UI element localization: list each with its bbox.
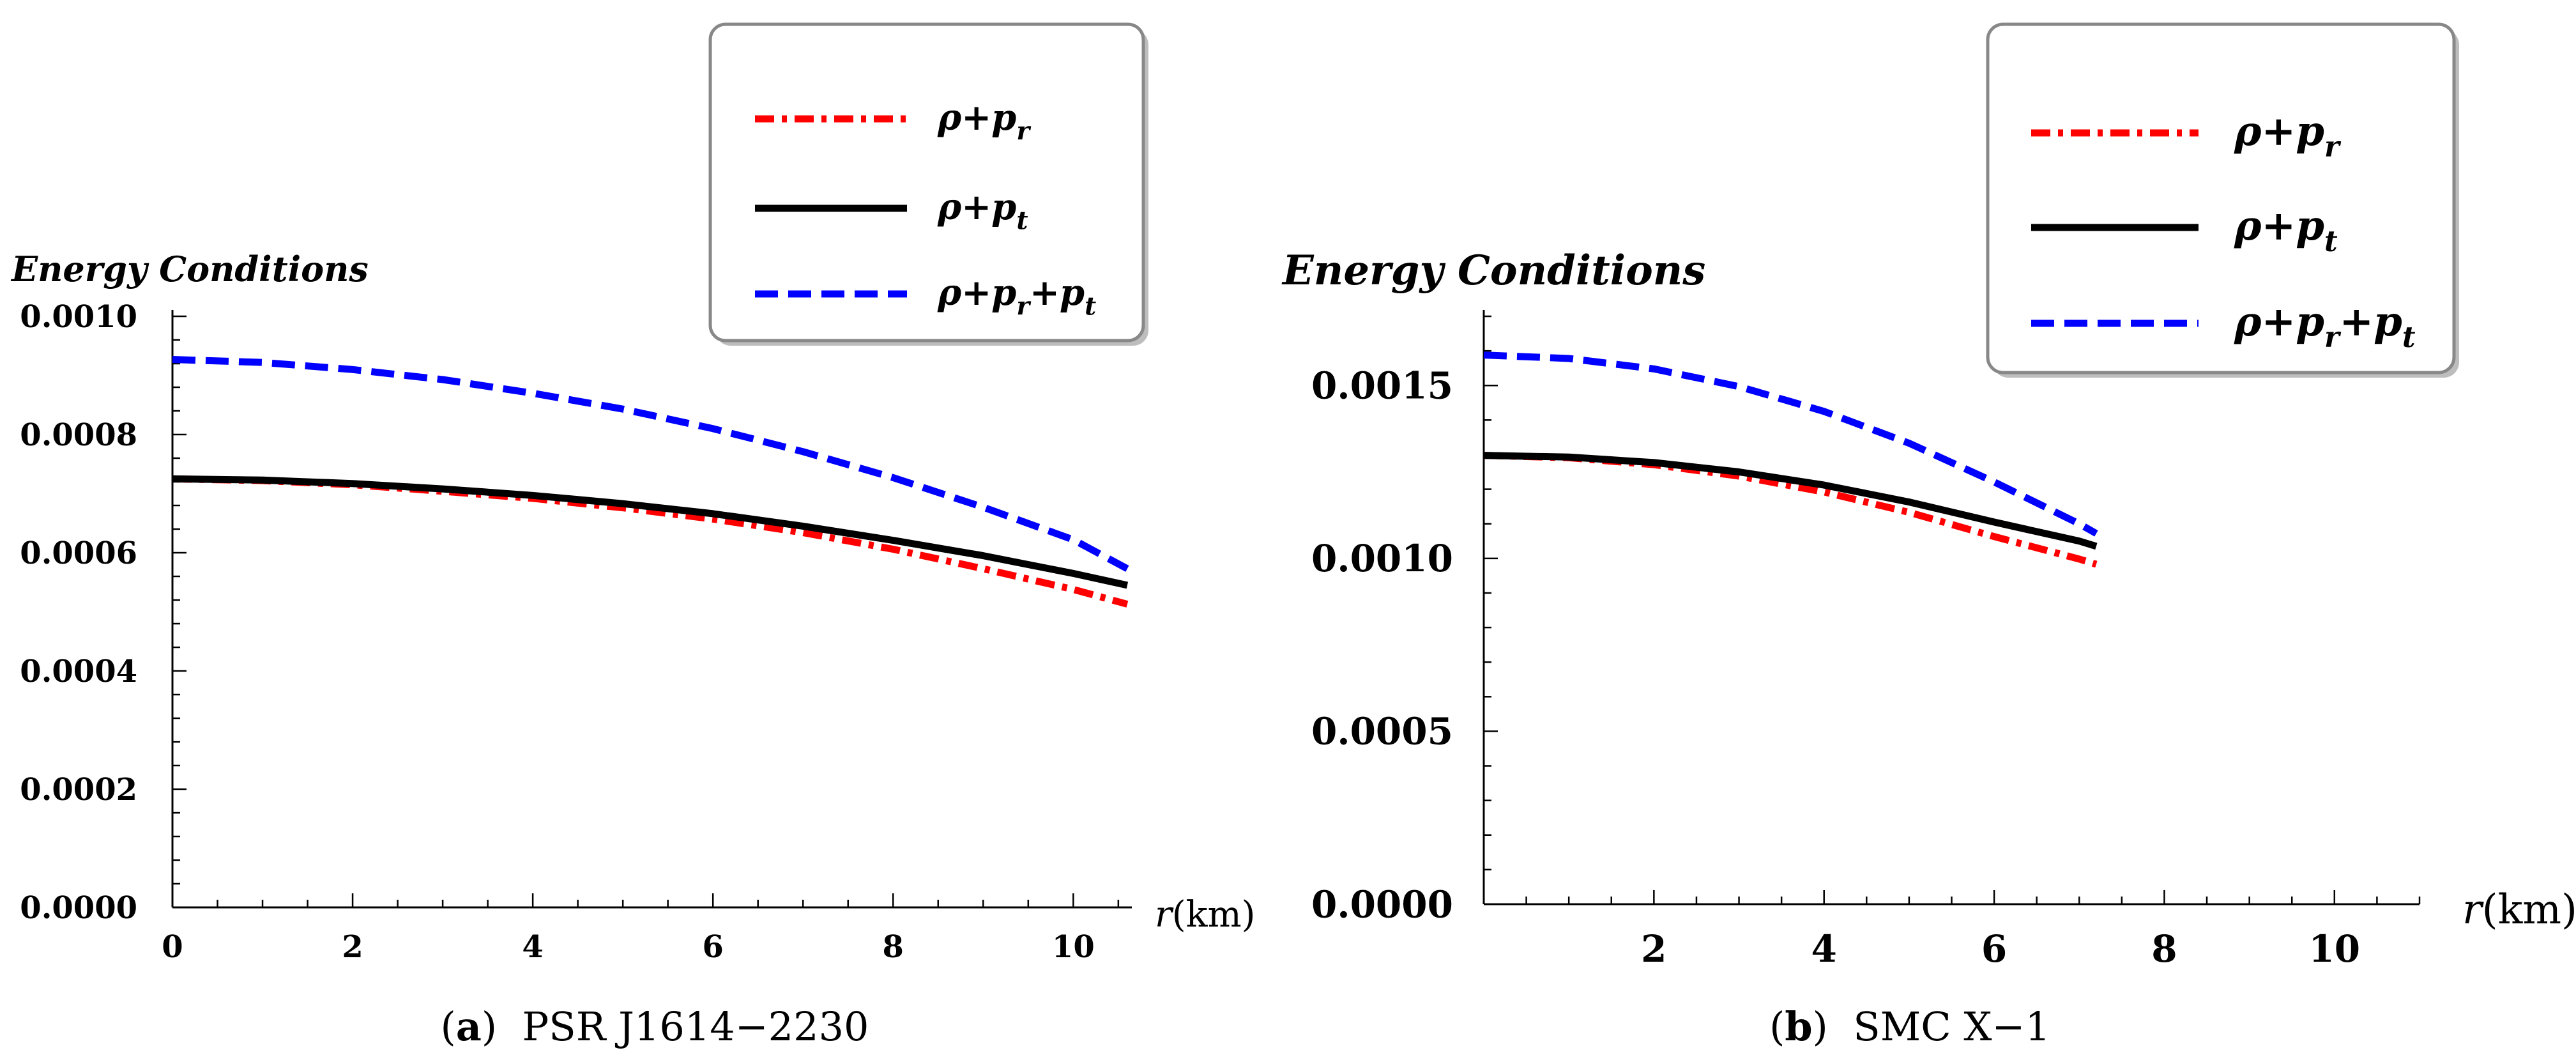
legend-label-sub: r: [2324, 320, 2342, 354]
legend-label-sub: t: [1016, 206, 1028, 235]
legend-label-base: ρ+p: [2234, 202, 2324, 250]
x-axis-title: r(km): [2462, 886, 2576, 934]
legend-label-sub2: t: [1085, 291, 1096, 321]
legend-label-base: ρ+p: [2234, 298, 2324, 346]
x-tick-label: 2: [342, 929, 363, 965]
legend-label-mid: +p: [2340, 298, 2402, 346]
legend-label: ρ+pt: [937, 186, 1028, 236]
y-tick-label: 0.0004: [20, 654, 137, 689]
x-tick-label: 6: [702, 929, 723, 965]
x-tick-label: 10: [1052, 929, 1095, 965]
y-tick-label: 0.0008: [20, 417, 137, 453]
x-axis-title-unit: (km): [2482, 886, 2576, 934]
legend-label-sub: r: [2324, 130, 2342, 164]
y-tick-label: 0.0010: [20, 299, 137, 335]
caption-label: SMC X−1: [1853, 1003, 2050, 1050]
legend-label-base: ρ+p: [937, 186, 1016, 228]
y-tick-label: 0.0000: [1311, 882, 1453, 926]
legend-label-sub2: t: [2402, 320, 2416, 354]
x-axis-title-var: r: [1155, 894, 1174, 936]
y-axis-title: Energy Conditions: [10, 249, 369, 289]
x-tick-label: 4: [522, 929, 543, 965]
legend-box: [708, 22, 1145, 343]
y-tick-label: 0.0000: [20, 890, 137, 926]
legend-label: ρ+pr: [2234, 107, 2342, 164]
x-axis-title: r(km): [1155, 894, 1256, 936]
legend-label-sub: t: [2324, 224, 2338, 258]
series-line-rho-plus-pt: [1483, 452, 2098, 550]
y-tick-label: 0.0005: [1311, 710, 1453, 753]
legend-label-sub: r: [1016, 116, 1032, 146]
y-tick-label: 0.0015: [1311, 364, 1453, 408]
x-tick-label: 2: [1641, 927, 1666, 971]
x-tick-label: 10: [2308, 927, 2360, 971]
series-line-rho-plus-pt: [172, 475, 1129, 589]
legend-label: ρ+pr+pt: [937, 272, 1096, 321]
x-tick-label: 0: [162, 929, 183, 965]
legend-box: [1986, 22, 2456, 374]
caption-paren-close: ): [1813, 1003, 1854, 1050]
series-line-rho-plus-pr-plus-pt: [1483, 351, 2098, 537]
legend-label-base: ρ+p: [937, 272, 1016, 314]
legend-label: ρ+pr: [937, 96, 1032, 146]
y-tick-label: 0.0010: [1311, 537, 1453, 580]
panel-caption: (b) SMC X−1: [1769, 1003, 2050, 1050]
legend-label-mid: +p: [1030, 272, 1085, 314]
series-line-rho-plus-pr-plus-pt: [172, 356, 1129, 572]
legend-label: ρ+pt: [2234, 202, 2338, 258]
x-tick-label: 6: [1981, 927, 2007, 971]
x-tick-label: 8: [2151, 927, 2177, 971]
x-tick-label: 4: [1811, 927, 1837, 971]
caption-paren-open: (: [1769, 1003, 1785, 1050]
panel-a: 0.0000 0.0002 0.0004 0.0006 0.0008 0.0010 0 2 4 6…: [10, 22, 1256, 1050]
x-tick-label: 8: [883, 929, 904, 965]
y-tick-label: 0.0002: [20, 772, 137, 808]
panel-caption: (a) PSR J1614−2230: [441, 1003, 869, 1050]
caption-paren-close: ): [482, 1003, 522, 1050]
y-axis-title: Energy Conditions: [1281, 247, 1705, 295]
caption-paren-open: (: [441, 1003, 456, 1050]
x-axis-title-var: r: [2462, 886, 2484, 934]
panel-b: 0.0000 0.0005 0.0010 0.0015 2 4 6 8 10 Energy Con…: [1281, 22, 2576, 1050]
y-tick-label: 0.0006: [20, 535, 137, 571]
x-axis-title-unit: (km): [1172, 894, 1256, 936]
caption-label: PSR J1614−2230: [522, 1003, 869, 1050]
legend-label-sub: r: [1016, 291, 1032, 321]
legend-label-base: ρ+p: [937, 96, 1016, 139]
caption-letter: a: [456, 1003, 482, 1050]
caption-letter: b: [1785, 1003, 1812, 1050]
legend-label: ρ+pr+pt: [2234, 298, 2416, 354]
legend-label-base: ρ+p: [2234, 107, 2324, 155]
